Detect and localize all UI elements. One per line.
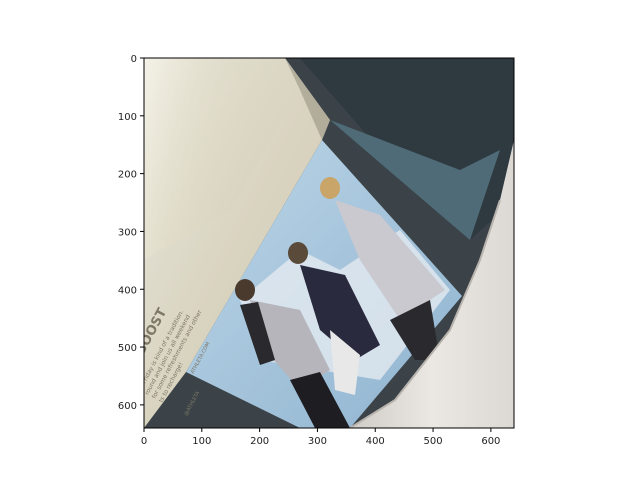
y-tick-label: 400	[118, 285, 137, 296]
x-tick-label: 300	[308, 436, 327, 447]
y-tick-label: 200	[118, 170, 137, 181]
teal-band	[330, 120, 500, 240]
y-tick-label: 300	[118, 227, 137, 238]
magazine-shine	[144, 58, 300, 260]
y-tick-label: 500	[118, 343, 137, 354]
person-right	[320, 177, 445, 360]
x-tick-label: 500	[424, 436, 443, 447]
person-left	[235, 279, 350, 428]
x-tick-label: 100	[192, 436, 211, 447]
person-middle	[288, 242, 380, 395]
curl-edge	[349, 199, 501, 428]
x-tick-label: 200	[250, 436, 269, 447]
photo: AY BOOST ck Friday is kind of a traditio…	[144, 58, 514, 428]
y-tick-label: 0	[131, 54, 137, 65]
x-tick-label: 600	[481, 436, 500, 447]
axes-frame	[143, 57, 515, 429]
x-tick-label: 0	[141, 436, 147, 447]
y-axis: 0 100 200 300 400 500 600	[118, 54, 144, 412]
x-axis: 0 100 200 300 400 500 600	[141, 428, 500, 447]
y-tick-label: 100	[118, 112, 137, 123]
x-tick-label: 400	[366, 436, 385, 447]
curled-page	[350, 140, 514, 428]
magazine-fold	[285, 58, 330, 140]
y-tick-label: 600	[118, 401, 137, 412]
